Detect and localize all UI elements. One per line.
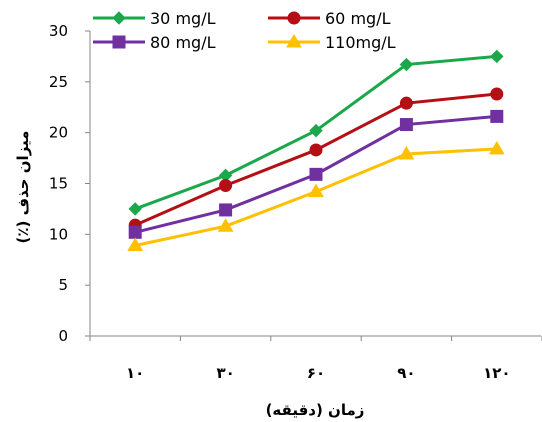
- x-tick-label: ۱۰: [126, 364, 144, 382]
- x-tick-label: ۹۰: [397, 364, 415, 382]
- data-point: [490, 109, 504, 123]
- legend-marker: [286, 34, 302, 48]
- chart-axes: [89, 31, 541, 337]
- y-tick-label: 0: [58, 327, 68, 345]
- data-point: [128, 225, 142, 239]
- legend-label: 110mg/L: [325, 33, 396, 52]
- series-2: [128, 87, 504, 232]
- data-point: [399, 118, 413, 132]
- y-tick-label: 10: [49, 225, 68, 243]
- data-point: [219, 203, 233, 217]
- y-tick-label: 5: [58, 276, 68, 294]
- legend-item: 80 mg/L: [93, 33, 216, 52]
- legend-label: 60 mg/L: [325, 9, 391, 28]
- data-point: [217, 218, 234, 232]
- series-3: [128, 109, 504, 239]
- series-1: [128, 49, 504, 216]
- series-line: [134, 92, 497, 227]
- data-point: [309, 167, 323, 181]
- series-layer: [127, 49, 505, 252]
- x-axis-title: زمان (دقیقه): [266, 401, 365, 419]
- legend-label: 30 mg/L: [150, 9, 216, 28]
- data-point: [219, 179, 233, 193]
- data-point: [127, 237, 144, 252]
- series-4: [127, 140, 505, 252]
- data-point: [490, 49, 504, 64]
- data-point: [309, 143, 323, 157]
- y-tick-label: 15: [49, 175, 68, 193]
- data-point: [128, 202, 142, 216]
- x-tick-label: ۱۲۰: [483, 364, 510, 382]
- data-point: [398, 146, 415, 160]
- legend-item: 30 mg/L: [93, 9, 216, 28]
- x-axis-ticks: ۱۰ ۳۰ ۶۰ ۹۰ ۱۲۰: [89, 336, 542, 382]
- data-point: [488, 140, 505, 155]
- legend-marker: [112, 35, 126, 49]
- legend: 30 mg/L 60 mg/L 80 mg/L 110mg/L: [93, 9, 396, 52]
- x-tick-label: ۳۰: [216, 364, 234, 382]
- x-tick-label: ۶۰: [307, 364, 325, 382]
- legend-item: 110mg/L: [268, 33, 396, 52]
- y-tick-label: 25: [49, 73, 68, 91]
- data-point: [399, 96, 413, 110]
- legend-marker: [112, 11, 126, 25]
- y-tick-label: 20: [49, 124, 68, 142]
- series-line: [134, 147, 497, 247]
- data-point: [309, 123, 323, 138]
- legend-marker: [287, 11, 301, 25]
- legend-label: 80 mg/L: [150, 33, 216, 52]
- data-point: [399, 57, 414, 72]
- data-point: [490, 87, 504, 101]
- y-tick-label: 30: [49, 22, 68, 40]
- data-point: [308, 183, 324, 198]
- y-axis-ticks: 0 5 10 15 20 25 30: [49, 22, 90, 345]
- y-axis-title: میزان حذف (٪): [14, 131, 32, 244]
- legend-item: 60 mg/L: [268, 9, 391, 28]
